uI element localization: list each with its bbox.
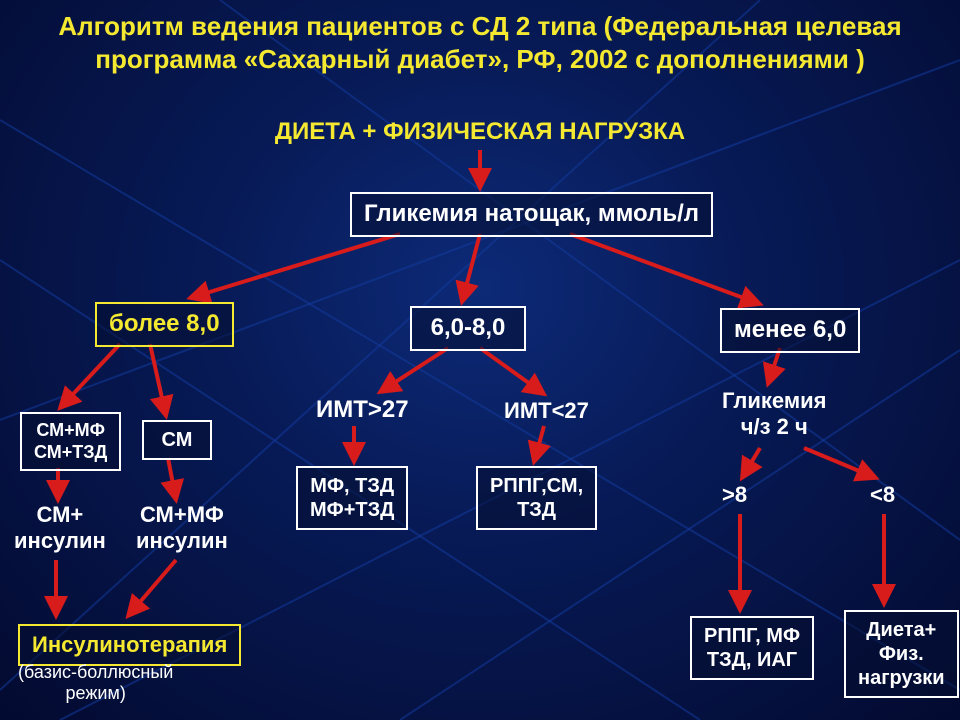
node-mid: 6,0-8,0 [410,306,526,351]
slide-subtitle: ДИЕТА + ФИЗИЧЕСКАЯ НАГРУЗКА [0,118,960,146]
node-lt8: <8 [870,482,895,508]
flow-arrows [0,0,960,720]
node-rppg_mf: РППГ, МФ ТЗД, ИАГ [690,616,814,680]
node-imt27a: ИМТ>27 [316,396,409,424]
background-lines [0,0,960,720]
node-imt27b: ИМТ<27 [504,398,589,424]
slide-title: Алгоритм ведения пациентов с СД 2 типа (… [0,10,960,75]
node-rppg_sm: РППГ,СМ, ТЗД [476,466,597,530]
node-sm: СМ [142,420,212,460]
node-root: Гликемия натощак, ммоль/л [350,192,713,237]
node-sm_ins: СМ+ инсулин [14,502,106,554]
node-diet: Диета+ Физ. нагрузки [844,610,959,698]
node-sm_mf_tzd: СМ+МФ СМ+ТЗД [20,412,121,471]
node-glik2: Гликемия ч/з 2 ч [722,388,826,440]
node-gt8: >8 [722,482,747,508]
node-more8: более 8,0 [95,302,234,347]
slide-stage: Алгоритм ведения пациентов с СД 2 типа (… [0,0,960,720]
node-mf_tzd: МФ, ТЗД МФ+ТЗД [296,466,408,530]
node-sm_mf_ins: СМ+МФ инсулин [136,502,228,554]
node-less6: менее 6,0 [720,308,860,353]
node-basis: (базис-боллюсный режим) [18,662,173,704]
node-insulin: Инсулинотерапия [18,624,241,666]
